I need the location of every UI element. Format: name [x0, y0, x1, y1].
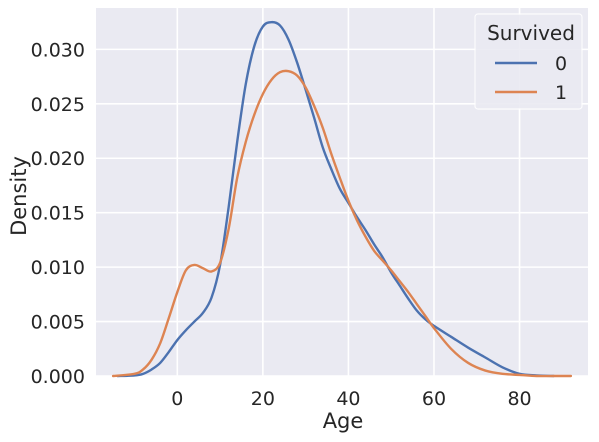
- y-tick-label: 0.000: [31, 366, 85, 388]
- x-axis-label: Age: [323, 409, 364, 433]
- legend-label-0: 0: [555, 53, 567, 75]
- y-tick-label: 0.020: [31, 148, 85, 170]
- legend: Survived 0 1: [474, 13, 583, 110]
- y-tick-labels: 0.000 0.005 0.010 0.015 0.020 0.025 0.030: [31, 39, 85, 388]
- x-tick-labels: 0 20 40 60 80: [171, 388, 531, 410]
- legend-label-1: 1: [555, 82, 567, 104]
- y-tick-label: 0.025: [31, 94, 85, 116]
- y-tick-label: 0.010: [31, 257, 85, 279]
- series-lines: [111, 20, 573, 378]
- x-tick-label: 0: [171, 388, 183, 410]
- x-tick-label: 20: [251, 388, 275, 410]
- y-axis-label: Density: [7, 156, 31, 236]
- y-tick-label: 0.015: [31, 203, 85, 225]
- legend-box: [474, 13, 583, 110]
- x-tick-label: 80: [507, 388, 531, 410]
- series-line-1: [111, 69, 573, 378]
- y-tick-label: 0.030: [31, 39, 85, 61]
- legend-title: Survived: [487, 21, 575, 45]
- y-tick-label: 0.005: [31, 312, 85, 334]
- x-tick-label: 40: [336, 388, 360, 410]
- x-tick-label: 60: [422, 388, 446, 410]
